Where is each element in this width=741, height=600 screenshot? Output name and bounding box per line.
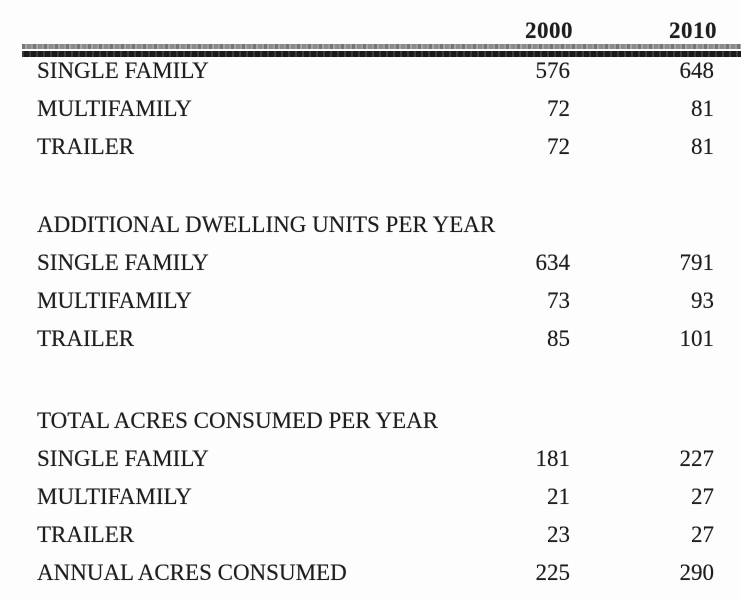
- value-2000: 634: [535, 250, 571, 275]
- section-title-row: ADDITIONAL DWELLING UNITS PER YEAR: [0, 206, 741, 244]
- section-title: TOTAL ACRES CONSUMED PER YEAR: [37, 408, 439, 433]
- row-label: MULTIFAMILY: [37, 484, 192, 509]
- header-double-rule: [22, 44, 741, 57]
- rule-dark-band: [22, 51, 741, 57]
- table-row: MULTIFAMILY 72 81: [0, 90, 741, 128]
- value-2010: 648: [679, 58, 715, 83]
- row-label: MULTIFAMILY: [37, 96, 192, 121]
- column-header-2010: 2010: [669, 18, 717, 43]
- value-2000: 85: [547, 326, 570, 351]
- section-title-row: TOTAL ACRES CONSUMED PER YEAR: [0, 402, 741, 440]
- value-2000: 23: [547, 522, 570, 547]
- value-2010: 27: [691, 522, 714, 547]
- value-2000: 72: [547, 134, 570, 159]
- value-2010: 81: [691, 134, 714, 159]
- row-label: SINGLE FAMILY: [37, 58, 209, 83]
- row-label: ANNUAL ACRES CONSUMED: [37, 560, 347, 585]
- row-label: SINGLE FAMILY: [37, 446, 209, 471]
- value-2000: 181: [535, 446, 571, 471]
- table-row: SINGLE FAMILY 576 648: [0, 52, 741, 90]
- value-2010: 791: [679, 250, 715, 275]
- column-header-2000: 2000: [525, 18, 573, 43]
- row-label: TRAILER: [37, 522, 135, 547]
- value-2010: 27: [691, 484, 714, 509]
- table-row: TRAILER 85 101: [0, 320, 741, 358]
- value-2010: 101: [679, 326, 715, 351]
- table-row: SINGLE FAMILY 181 227: [0, 440, 741, 478]
- value-2000: 576: [535, 58, 571, 83]
- value-2000: 21: [547, 484, 570, 509]
- table-row: TRAILER 72 81: [0, 128, 741, 166]
- row-label: MULTIFAMILY: [37, 288, 192, 313]
- table-row: MULTIFAMILY 21 27: [0, 478, 741, 516]
- value-2000: 225: [535, 560, 571, 585]
- row-label: SINGLE FAMILY: [37, 250, 209, 275]
- row-label: TRAILER: [37, 326, 135, 351]
- rule-gray-band: [22, 44, 741, 49]
- value-2010: 290: [679, 560, 715, 585]
- value-2000: 73: [547, 288, 570, 313]
- value-2010: 81: [691, 96, 714, 121]
- table-row: TRAILER 23 27: [0, 516, 741, 554]
- table-row: SINGLE FAMILY 634 791: [0, 244, 741, 282]
- table-header-row: 2000 2010: [0, 8, 741, 44]
- value-2010: 227: [679, 446, 715, 471]
- row-label: TRAILER: [37, 134, 135, 159]
- value-2000: 72: [547, 96, 570, 121]
- section-title: ADDITIONAL DWELLING UNITS PER YEAR: [37, 212, 496, 237]
- value-2010: 93: [691, 288, 714, 313]
- table-row: ANNUAL ACRES CONSUMED 225 290: [0, 554, 741, 592]
- table-row: MULTIFAMILY 73 93: [0, 282, 741, 320]
